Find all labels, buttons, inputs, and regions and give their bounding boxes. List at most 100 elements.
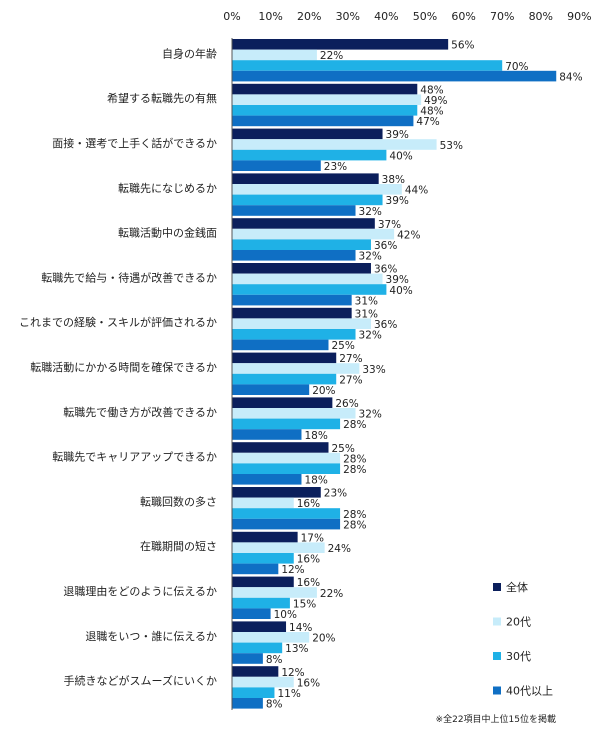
category-label: 面接・選考で上手く話ができるか: [52, 136, 217, 150]
data-label: 20%: [312, 633, 335, 645]
legend-label: 40代以上: [506, 685, 553, 698]
category-label: 転職先になじめるか: [118, 182, 217, 195]
x-tick-label: 60%: [451, 10, 475, 23]
data-label: 28%: [343, 464, 366, 476]
category-label: これまでの経験・スキルが評価されるか: [19, 315, 217, 329]
legend-label: 全体: [506, 580, 528, 594]
legend-swatch: [493, 617, 501, 626]
category-label: 希望する転職先の有無: [107, 91, 217, 105]
bar: [232, 676, 294, 688]
legend-swatch: [493, 686, 501, 695]
category-label: 転職活動にかかる時間を確保できるか: [30, 360, 217, 374]
bar: [232, 139, 437, 150]
bar: [232, 452, 341, 464]
bar: [232, 621, 287, 632]
bar: [232, 553, 294, 564]
data-label: 25%: [332, 443, 355, 455]
data-label: 33%: [362, 364, 385, 376]
bar: [232, 49, 317, 61]
x-tick-label: 30%: [336, 10, 360, 23]
data-label: 16%: [297, 577, 320, 589]
data-label: 32%: [359, 330, 382, 342]
legend-label: 20代: [506, 616, 531, 629]
data-label: 22%: [320, 50, 343, 62]
data-label: 23%: [324, 161, 347, 173]
data-label: 37%: [378, 219, 401, 231]
bar: [232, 218, 375, 229]
x-tick-label: 50%: [413, 10, 437, 23]
x-tick-label: 80%: [529, 10, 553, 23]
x-tick-label: 20%: [297, 10, 321, 23]
bar: [232, 497, 294, 509]
bar: [232, 463, 341, 474]
bar: [232, 687, 275, 698]
bar: [232, 318, 371, 329]
category-label: 手続きなどがスムーズにいくか: [64, 674, 217, 688]
data-label: 17%: [301, 532, 324, 544]
data-label: 32%: [359, 206, 382, 218]
data-label: 53%: [440, 140, 463, 152]
bar: [232, 263, 371, 274]
data-label: 32%: [359, 251, 382, 263]
category-label: 転職先で働き方が改善できるか: [63, 405, 217, 419]
bar: [232, 149, 387, 161]
bar: [232, 531, 298, 543]
data-label: 8%: [266, 654, 283, 666]
bar: [232, 128, 383, 140]
data-label: 39%: [386, 195, 409, 207]
bar: [232, 250, 356, 261]
data-label: 42%: [397, 229, 420, 241]
bar: [232, 205, 356, 216]
bar: [232, 429, 302, 440]
bar: [232, 666, 279, 677]
bar: [232, 115, 414, 127]
category-label: 退職をいつ・誰に伝えるか: [85, 629, 217, 643]
x-tick-label: 0%: [223, 10, 240, 23]
bar: [232, 228, 395, 240]
bar: [232, 60, 503, 71]
data-label: 49%: [424, 95, 447, 107]
bars: [232, 39, 557, 709]
bar: [232, 173, 379, 184]
data-label: 48%: [420, 106, 443, 118]
data-label: 16%: [297, 677, 320, 689]
data-label: 36%: [374, 264, 397, 276]
bar: [232, 273, 383, 285]
data-label: 8%: [266, 699, 283, 711]
bar: [232, 408, 356, 419]
data-label: 47%: [416, 116, 439, 128]
bar: [232, 384, 310, 395]
data-label: 22%: [320, 588, 343, 600]
bar: [232, 307, 352, 319]
data-label: 28%: [343, 519, 366, 531]
data-label: 18%: [304, 430, 327, 442]
data-label: 15%: [293, 598, 316, 610]
bar: [232, 339, 329, 351]
x-tick-label: 70%: [490, 10, 514, 23]
data-label: 26%: [335, 398, 358, 410]
data-label: 28%: [343, 453, 366, 465]
data-label: 25%: [332, 340, 355, 352]
data-label: 36%: [374, 319, 397, 331]
bar: [232, 70, 557, 82]
bar: [232, 397, 333, 408]
bar: [232, 94, 422, 105]
data-label: 11%: [277, 688, 300, 700]
legend-swatch: [493, 583, 501, 591]
bar: [232, 39, 449, 50]
data-label: 23%: [324, 488, 347, 500]
legend-label: 30代: [506, 650, 531, 663]
bar: [232, 418, 341, 430]
data-label: 10%: [274, 609, 297, 621]
data-label: 36%: [374, 240, 397, 252]
x-tick-label: 40%: [374, 10, 398, 23]
bar: [232, 83, 418, 95]
bar: [232, 474, 302, 485]
bar: [232, 105, 418, 116]
data-label: 13%: [285, 643, 308, 655]
legend: 全体 20代 30代 40代以上: [493, 580, 553, 698]
bar: [232, 284, 387, 295]
bar: [232, 597, 290, 609]
bar: [232, 563, 279, 575]
